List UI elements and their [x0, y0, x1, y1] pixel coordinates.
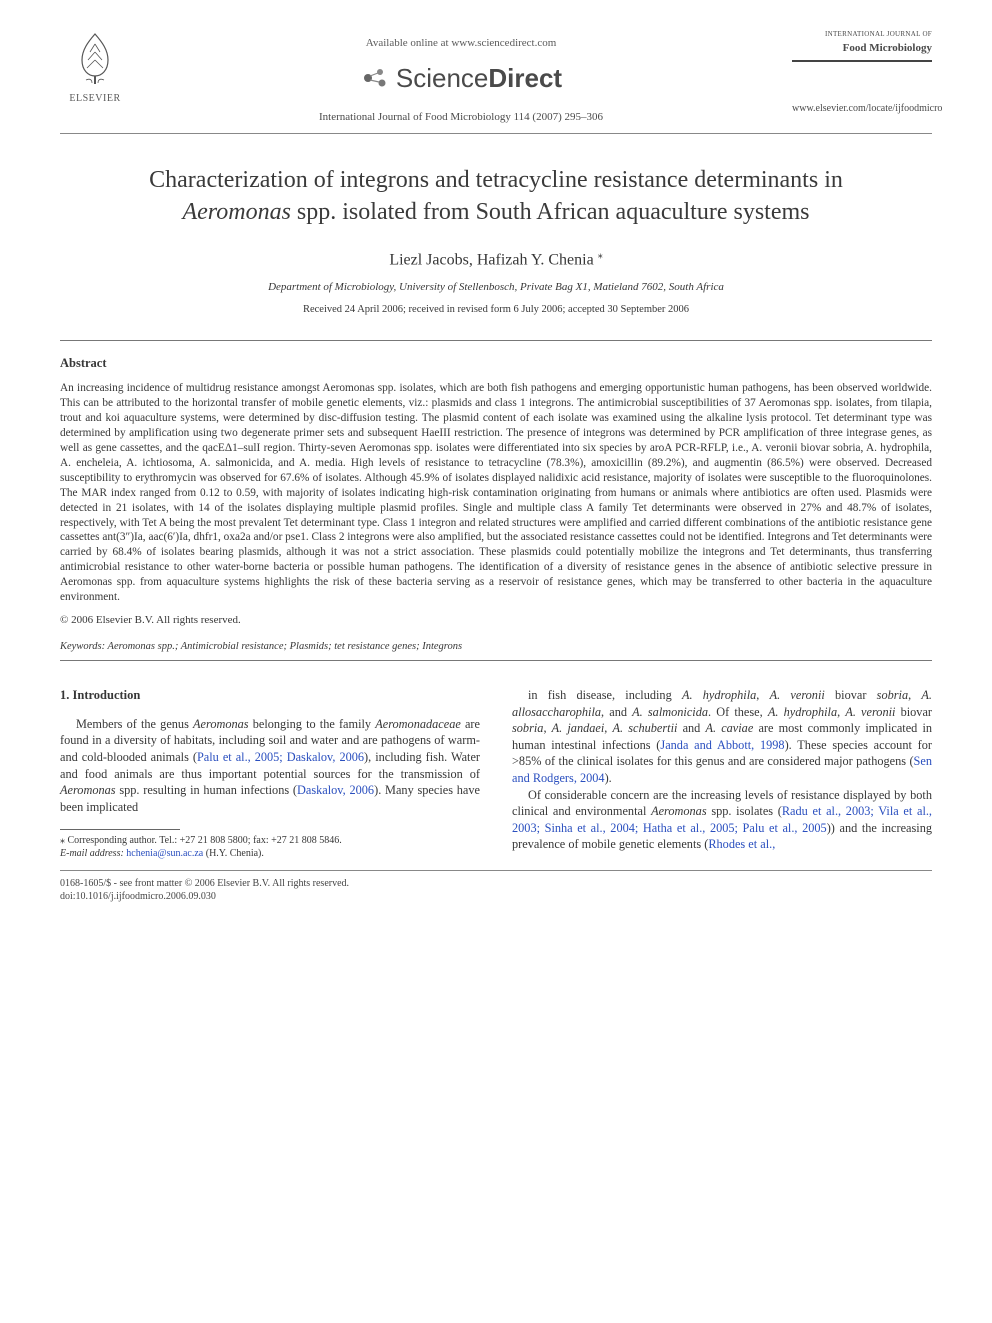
footnote-corr-line: ⁎ Corresponding author. Tel.: +27 21 808…	[60, 834, 480, 847]
abstract-body: An increasing incidence of multidrug res…	[60, 381, 932, 605]
citation-link[interactable]: Palu et al., 2005; Daskalov, 2006	[197, 750, 364, 764]
email-link[interactable]: hchenia@sun.ac.za	[126, 848, 203, 859]
sd-bold: Direct	[488, 63, 562, 93]
sd-light: Science	[396, 63, 489, 93]
header-rule	[60, 133, 932, 134]
article-title: Characterization of integrons and tetrac…	[60, 164, 932, 229]
journal-url: www.elsevier.com/locate/ijfoodmicro	[792, 102, 932, 116]
issn-doi-block: 0168-1605/$ - see front matter © 2006 El…	[60, 877, 932, 903]
abstract-text: An increasing incidence of multidrug res…	[60, 382, 932, 603]
keywords-line: Keywords: Aeromonas spp.; Antimicrobial …	[60, 640, 932, 654]
journal-cover-title: Food Microbiology	[792, 41, 932, 56]
keywords-body: Aeromonas spp.; Antimicrobial resistance…	[105, 641, 462, 652]
citation-link[interactable]: Radu et al., 2003; Vila et al., 2003; Si…	[512, 804, 932, 835]
journal-cover-label: INTERNATIONAL JOURNAL OF	[792, 30, 932, 39]
article-dates: Received 24 April 2006; received in revi…	[60, 303, 932, 317]
journal-reference: International Journal of Food Microbiolo…	[130, 110, 792, 125]
intro-para-right-2: Of considerable concern are the increasi…	[512, 787, 932, 853]
keywords-rule	[60, 660, 932, 661]
left-column: 1. Introduction Members of the genus Aer…	[60, 687, 480, 860]
author-names: Liezl Jacobs, Hafizah Y. Chenia	[389, 251, 593, 268]
sciencedirect-brand: ScienceDirect	[130, 61, 792, 96]
header-row: ELSEVIER Available online at www.science…	[60, 30, 932, 125]
sciencedirect-icon	[360, 63, 390, 93]
title-genus: Aeromonas	[182, 199, 290, 225]
footnote-email-line: E-mail address: hchenia@sun.ac.za (H.Y. …	[60, 847, 480, 860]
sciencedirect-text: ScienceDirect	[396, 61, 562, 96]
doi-line: doi:10.1016/j.ijfoodmicro.2006.09.030	[60, 890, 932, 903]
abstract-top-rule	[60, 340, 932, 341]
citation-link[interactable]: Rhodes et al.,	[708, 837, 775, 851]
page-container: ELSEVIER Available online at www.science…	[0, 0, 992, 943]
two-column-body: 1. Introduction Members of the genus Aer…	[60, 687, 932, 860]
citation-link[interactable]: Sen and Rodgers, 2004	[512, 754, 932, 785]
affiliation: Department of Microbiology, University o…	[60, 280, 932, 295]
citation-link[interactable]: Daskalov, 2006	[297, 783, 374, 797]
footnote-separator	[60, 829, 180, 830]
elsevier-logo: ELSEVIER	[60, 30, 130, 105]
center-brand: Available online at www.sciencedirect.co…	[130, 30, 792, 125]
corresponding-footnote: ⁎ Corresponding author. Tel.: +27 21 808…	[60, 834, 480, 860]
authors-line: Liezl Jacobs, Hafizah Y. Chenia ⁎	[60, 249, 932, 271]
intro-para-left: Members of the genus Aeromonas belonging…	[60, 716, 480, 816]
elsevier-label: ELSEVIER	[60, 92, 130, 106]
available-online-line: Available online at www.sciencedirect.co…	[130, 36, 792, 51]
elsevier-tree-icon	[68, 30, 123, 85]
journal-cover-box: INTERNATIONAL JOURNAL OF Food Microbiolo…	[792, 30, 932, 116]
copyright-line: © 2006 Elsevier B.V. All rights reserved…	[60, 613, 932, 628]
abstract-heading: Abstract	[60, 355, 932, 372]
citation-link[interactable]: Janda and Abbott, 1998	[660, 738, 784, 752]
bottom-rule	[60, 870, 932, 871]
journal-cover-rule	[792, 60, 932, 62]
right-column: in fish disease, including A. hydrophila…	[512, 687, 932, 860]
email-label: E-mail address:	[60, 848, 124, 859]
corresponding-marker: ⁎	[598, 250, 603, 261]
title-line-1: Characterization of integrons and tetrac…	[149, 167, 843, 193]
issn-line: 0168-1605/$ - see front matter © 2006 El…	[60, 877, 932, 890]
intro-para-right-1: in fish disease, including A. hydrophila…	[512, 687, 932, 787]
keywords-label: Keywords:	[60, 641, 105, 652]
introduction-heading: 1. Introduction	[60, 687, 480, 704]
title-rest: spp. isolated from South African aquacul…	[291, 199, 810, 225]
email-person: (H.Y. Chenia).	[203, 848, 264, 859]
